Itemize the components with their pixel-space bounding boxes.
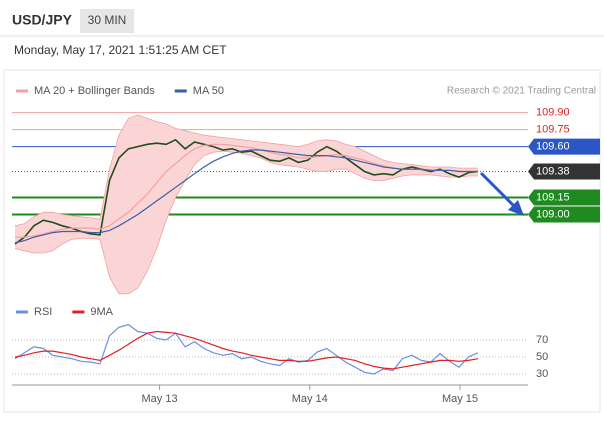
credit: Research © 2021 Trading Central	[447, 86, 596, 97]
level-label: 109.60	[536, 140, 570, 152]
forecast-arrowhead	[508, 200, 524, 216]
level-label: 109.38	[536, 165, 570, 177]
series-line	[14, 138, 478, 245]
level-box	[528, 163, 600, 180]
forecast-arrow	[479, 171, 519, 211]
y-tick-label: 30	[536, 368, 548, 380]
chart-panel	[3, 69, 601, 413]
timestamp: Monday, May 17, 2021 1:51:25 AM CET	[14, 43, 227, 57]
level-label: 109.90	[536, 106, 570, 118]
level-box	[528, 138, 600, 155]
level-label: 109.00	[536, 208, 570, 220]
timeframe-button[interactable]	[80, 9, 134, 33]
symbol: USD/JPY	[12, 12, 73, 28]
x-tick-label: May 15	[442, 393, 478, 405]
series-line	[14, 149, 478, 244]
y-tick-label: 70	[536, 334, 548, 346]
legend-label: RSI	[34, 306, 52, 318]
legend-label: MA 50	[193, 85, 224, 97]
legend-label: 9MA	[90, 306, 113, 318]
x-tick-label: May 14	[292, 393, 328, 405]
series-line	[14, 330, 479, 370]
level-box	[528, 189, 600, 206]
timeframe[interactable]: 30 MIN	[88, 13, 127, 27]
bollinger-band-area	[15, 114, 478, 294]
legend-label: MA 20 + Bollinger Bands	[34, 85, 155, 97]
bollinger-lower	[14, 150, 478, 295]
level-label: 109.75	[536, 123, 570, 135]
series-line	[14, 324, 479, 375]
level-box	[528, 206, 600, 223]
bollinger-upper	[14, 114, 478, 227]
level-label: 109.15	[536, 191, 570, 203]
y-tick-label: 50	[536, 351, 548, 363]
x-tick-label: May 13	[142, 393, 178, 405]
